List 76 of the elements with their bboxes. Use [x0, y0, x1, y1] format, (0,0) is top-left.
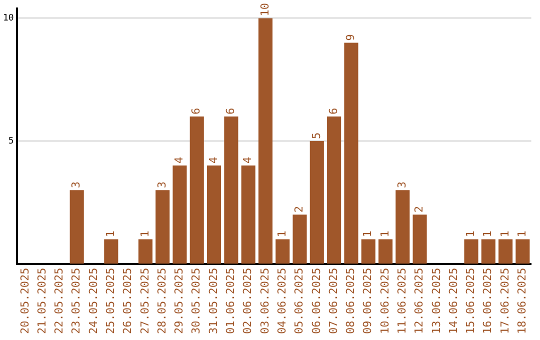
- bar: [224, 116, 238, 264]
- x-tick-label: 26.05.2025: [121, 268, 134, 334]
- x-tick-label: 06.06.2025: [310, 268, 323, 334]
- bar: [104, 239, 118, 264]
- x-tick-label: 04.06.2025: [275, 268, 288, 334]
- x-tick-label: 24.05.2025: [86, 268, 100, 334]
- x-tick-label: 16.06.2025: [481, 268, 494, 334]
- x-tick-label: 17.06.2025: [498, 268, 512, 334]
- bar: [292, 214, 307, 264]
- x-tick-label: 13.06.2025: [430, 268, 443, 334]
- x-tick-label: 31.05.2025: [206, 268, 220, 334]
- data-label: 1: [138, 230, 152, 238]
- bar: [310, 141, 324, 264]
- x-tick-label: 12.06.2025: [412, 268, 426, 334]
- bar: [396, 190, 410, 264]
- x-tick-label: 20.05.2025: [18, 268, 32, 334]
- x-tick-label: 01.06.2025: [224, 268, 238, 334]
- x-tick-label: 15.06.2025: [464, 268, 478, 334]
- bar: [464, 239, 478, 264]
- data-label: 3: [70, 181, 83, 188]
- data-label: 1: [104, 230, 118, 238]
- bar: [206, 166, 222, 264]
- data-label: 2: [292, 206, 306, 213]
- bar: [344, 42, 358, 264]
- x-tick-label: 30.05.2025: [190, 268, 203, 334]
- data-label: 3: [155, 181, 168, 188]
- data-label: 3: [396, 181, 408, 188]
- x-tick-label: 07.06.2025: [326, 268, 340, 334]
- x-tick-label: 18.06.2025: [516, 268, 529, 334]
- bar: [276, 239, 290, 264]
- x-tick-label: 27.05.2025: [138, 268, 152, 334]
- x-tick-label: 02.06.2025: [241, 268, 254, 334]
- bar: [138, 239, 152, 264]
- data-label: 1: [378, 230, 392, 238]
- data-label: 6: [224, 108, 238, 114]
- bar: [70, 190, 84, 264]
- data-label: 1: [498, 230, 512, 238]
- data-label: 2: [412, 206, 426, 213]
- x-tick-label: 11.06.2025: [396, 268, 408, 334]
- x-tick-label: 25.05.2025: [104, 268, 118, 334]
- bar: [361, 239, 376, 264]
- bar: [190, 116, 204, 264]
- data-label: 1: [516, 230, 529, 238]
- bar: [156, 190, 170, 264]
- x-tick-label: 29.05.2025: [172, 268, 186, 334]
- x-tick-label: 14.06.2025: [446, 268, 460, 334]
- x-tick-label: 03.06.2025: [258, 268, 272, 334]
- x-tick-label: 09.06.2025: [361, 268, 374, 334]
- data-label: 4: [172, 156, 186, 164]
- bar: [498, 239, 513, 264]
- bar: [412, 214, 427, 264]
- data-label: 1: [361, 230, 374, 238]
- x-tick-label: 28.05.2025: [155, 268, 168, 334]
- bar: [516, 239, 530, 264]
- x-tick-label: 10.06.2025: [378, 268, 392, 334]
- x-tick-label: 08.06.2025: [344, 268, 358, 334]
- bar: [241, 166, 256, 264]
- x-tick-label: 21.05.2025: [35, 268, 48, 334]
- data-label: 1: [481, 230, 494, 238]
- x-tick-label: 23.05.2025: [70, 268, 83, 334]
- data-label: 1: [464, 230, 478, 238]
- data-label: 6: [190, 108, 203, 114]
- bar: [258, 18, 272, 264]
- data-label: 9: [344, 34, 358, 41]
- x-tick-label: 05.06.2025: [292, 268, 306, 334]
- bar: [172, 166, 187, 264]
- data-label: 4: [241, 156, 254, 164]
- data-label: 1: [275, 230, 288, 238]
- bar: [327, 116, 342, 264]
- data-label: 10: [258, 2, 272, 16]
- x-tick-label: 22.05.2025: [52, 268, 66, 334]
- bar: [481, 239, 496, 264]
- bar: [378, 239, 393, 264]
- data-label: 5: [310, 132, 323, 139]
- data-label: 4: [206, 156, 220, 164]
- data-label: 6: [326, 108, 340, 114]
